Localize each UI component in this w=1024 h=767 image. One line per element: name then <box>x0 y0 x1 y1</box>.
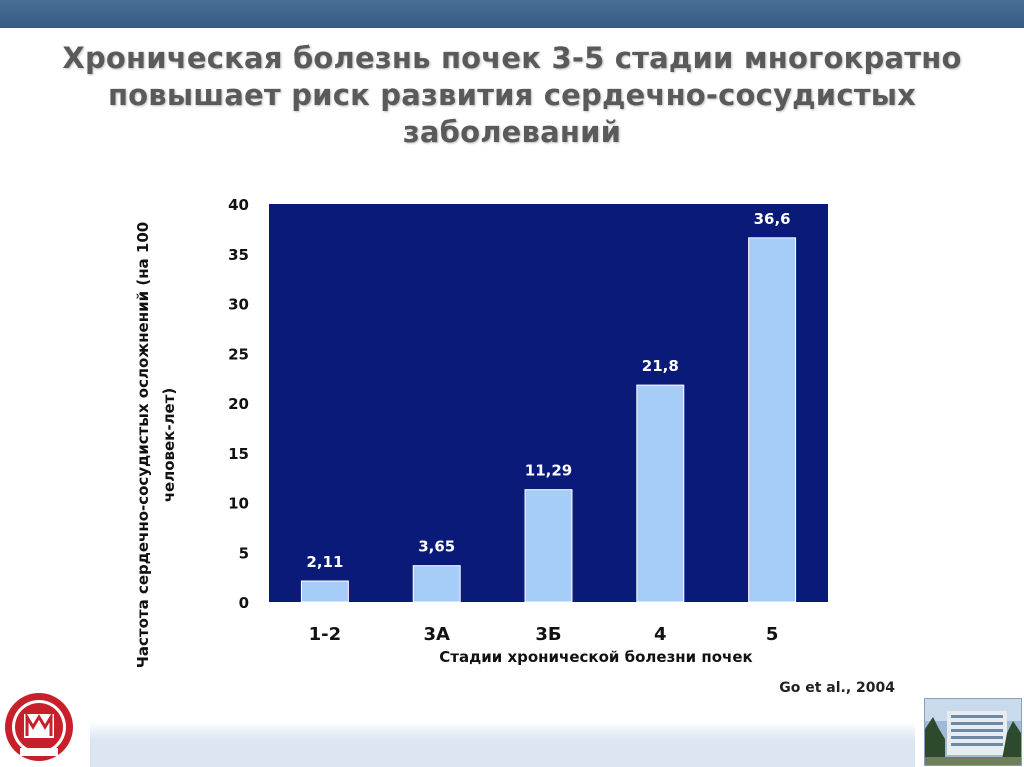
value-labels: 2,11 3,65 11,29 21,8 36,6 <box>306 210 790 571</box>
value-label: 21,8 <box>642 357 679 375</box>
x-axis-title: Стадии хронической болезни почек <box>439 648 752 666</box>
y-tick-label: 20 <box>228 395 249 413</box>
bar <box>300 580 349 603</box>
x-tick-label: 1-2 <box>309 624 342 645</box>
bar <box>412 565 461 603</box>
y-tick-label: 30 <box>228 296 249 314</box>
title-line-2: повышает риск развития сердечно-сосудист… <box>107 78 917 112</box>
x-tick-label: 3Б <box>535 624 561 645</box>
y-axis-title-line-2: человек-лет) <box>160 388 178 503</box>
bar <box>636 384 685 603</box>
y-axis-ticks: 0 5 10 15 20 25 30 35 40 <box>228 196 249 612</box>
x-tick-label: 4 <box>654 624 667 645</box>
value-label: 11,29 <box>525 462 572 480</box>
value-label: 2,11 <box>306 553 343 571</box>
title-line-3: заболеваний <box>402 115 622 149</box>
x-tick-label: 3А <box>423 624 450 645</box>
footer-band <box>90 722 915 767</box>
value-label: 36,6 <box>754 210 791 228</box>
y-tick-label: 15 <box>228 445 249 463</box>
building-photo <box>924 698 1022 766</box>
bar <box>524 489 573 603</box>
y-axis-title: Частота сердечно-сосудистых осложнений (… <box>134 222 178 668</box>
value-label: 3,65 <box>418 538 455 556</box>
x-axis-tick-labels: 1-2 3А 3Б 4 5 <box>309 624 779 645</box>
slide-title: Хроническая болезнь почек 3-5 стадии мно… <box>40 40 984 151</box>
x-tick-label: 5 <box>766 624 779 645</box>
title-line-1: Хроническая болезнь почек 3-5 стадии мно… <box>62 41 962 75</box>
y-tick-label: 10 <box>228 495 249 513</box>
bars <box>300 237 797 603</box>
top-bar <box>0 0 1024 28</box>
bar <box>748 237 797 603</box>
y-tick-label: 0 <box>239 594 249 612</box>
y-tick-label: 5 <box>239 544 249 562</box>
university-crest-icon <box>5 693 73 761</box>
citation: Go et al., 2004 <box>779 680 895 696</box>
y-tick-label: 40 <box>228 196 249 214</box>
y-tick-label: 35 <box>228 246 249 264</box>
y-axis-title-line-1: Частота сердечно-сосудистых осложнений (… <box>134 222 152 668</box>
y-tick-label: 25 <box>228 345 249 363</box>
